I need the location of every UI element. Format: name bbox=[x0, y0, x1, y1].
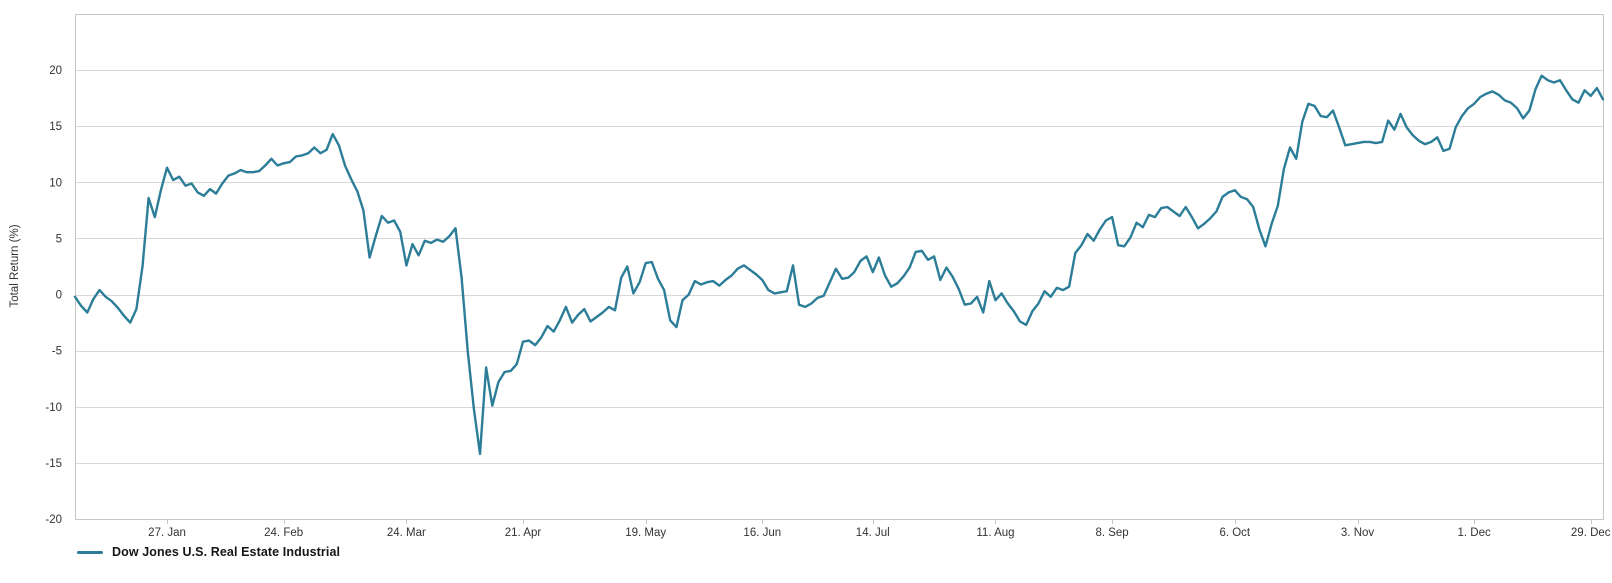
x-tick-label: 1. Dec bbox=[1458, 527, 1491, 539]
y-tick-label: -20 bbox=[45, 514, 62, 526]
y-tick-label: 0 bbox=[56, 290, 62, 302]
x-tick-label: 27. Jan bbox=[148, 527, 186, 539]
y-tick-label: -5 bbox=[52, 346, 62, 358]
x-tick-label: 24. Feb bbox=[264, 527, 303, 539]
gridlines bbox=[75, 70, 1603, 464]
x-tick-label: 24. Mar bbox=[387, 527, 426, 539]
y-tick-label: -10 bbox=[45, 402, 62, 414]
y-axis-title: Total Return (%) bbox=[9, 224, 21, 307]
x-tick-label: 29. Dec bbox=[1571, 527, 1611, 539]
y-tick-label: 10 bbox=[49, 177, 62, 189]
x-tick-label: 14. Jul bbox=[856, 527, 890, 539]
x-tick-label: 21. Apr bbox=[505, 527, 542, 539]
y-tick-label: -15 bbox=[45, 458, 62, 470]
x-axis-tick-labels: 27. Jan 24. Feb 24. Mar 21. Apr 19. May 16. J… bbox=[148, 527, 1611, 539]
x-tick-label: 8. Sep bbox=[1095, 527, 1128, 539]
plot-border bbox=[75, 14, 1604, 520]
y-tick-label: 15 bbox=[49, 121, 62, 133]
x-axis-tick-marks bbox=[167, 519, 1592, 524]
x-tick-label: 6. Oct bbox=[1219, 527, 1250, 539]
legend-item[interactable]: Dow Jones U.S. Real Estate Industrial bbox=[77, 545, 340, 559]
series-line-dow-jones-us-real-estate-industrial bbox=[73, 74, 1605, 456]
x-tick-label: 3. Nov bbox=[1341, 527, 1374, 539]
legend-series-label: Dow Jones U.S. Real Estate Industrial bbox=[112, 545, 341, 559]
x-tick-label: 11. Aug bbox=[976, 527, 1014, 539]
x-tick-label: 19. May bbox=[625, 527, 666, 539]
x-tick-label: 16. Jun bbox=[743, 527, 781, 539]
y-tick-label: 5 bbox=[56, 233, 62, 245]
y-tick-label: 20 bbox=[49, 65, 62, 77]
y-axis-tick-labels: 20 15 10 5 0 -5 -10 -15 -20 bbox=[45, 65, 62, 526]
legend-line-swatch bbox=[77, 550, 103, 554]
